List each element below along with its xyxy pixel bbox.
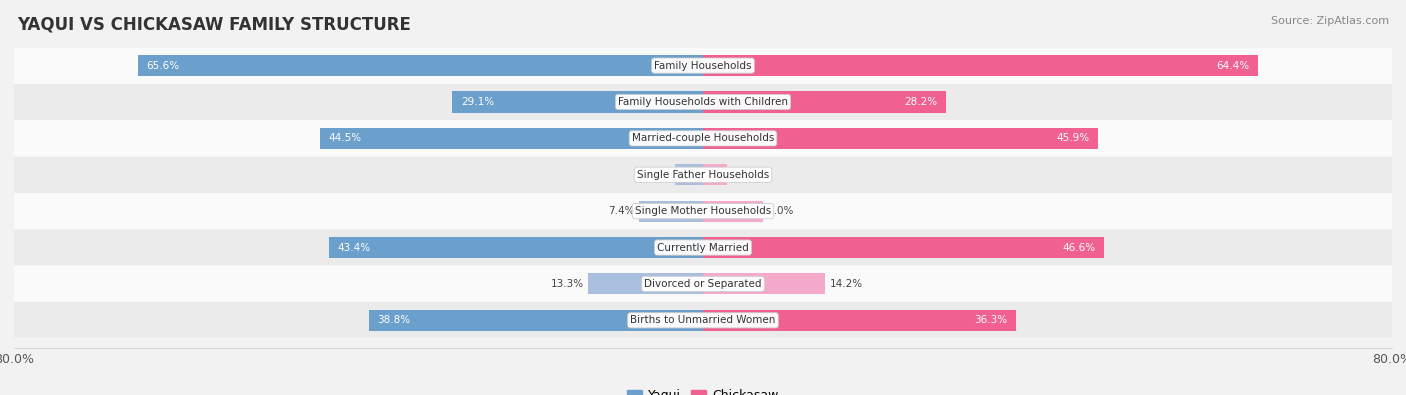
Bar: [589, 273, 703, 295]
Text: 29.1%: 29.1%: [461, 97, 494, 107]
Bar: [703, 128, 1098, 149]
Bar: [14, 157, 1392, 193]
Text: Single Father Households: Single Father Households: [637, 170, 769, 180]
Text: 43.4%: 43.4%: [337, 243, 371, 252]
Text: Married-couple Households: Married-couple Households: [631, 134, 775, 143]
Text: 45.9%: 45.9%: [1056, 134, 1090, 143]
Bar: [368, 310, 703, 331]
Text: 44.5%: 44.5%: [329, 134, 361, 143]
Bar: [703, 310, 1015, 331]
Text: 2.8%: 2.8%: [731, 170, 758, 180]
Text: 7.0%: 7.0%: [768, 206, 794, 216]
Text: 46.6%: 46.6%: [1063, 243, 1095, 252]
Bar: [138, 55, 703, 76]
Bar: [703, 91, 946, 113]
Text: 28.2%: 28.2%: [904, 97, 938, 107]
Bar: [703, 273, 825, 295]
Text: Single Mother Households: Single Mother Households: [636, 206, 770, 216]
Text: YAQUI VS CHICKASAW FAMILY STRUCTURE: YAQUI VS CHICKASAW FAMILY STRUCTURE: [17, 16, 411, 34]
Text: 3.2%: 3.2%: [644, 170, 671, 180]
Bar: [703, 164, 727, 185]
Text: 13.3%: 13.3%: [551, 279, 583, 289]
Text: Divorced or Separated: Divorced or Separated: [644, 279, 762, 289]
Bar: [640, 201, 703, 222]
Bar: [14, 266, 1392, 302]
Legend: Yaqui, Chickasaw: Yaqui, Chickasaw: [621, 384, 785, 395]
Text: Family Households with Children: Family Households with Children: [619, 97, 787, 107]
Bar: [453, 91, 703, 113]
Bar: [329, 237, 703, 258]
Bar: [14, 229, 1392, 265]
Bar: [14, 120, 1392, 156]
Text: 38.8%: 38.8%: [377, 315, 411, 325]
Text: Source: ZipAtlas.com: Source: ZipAtlas.com: [1271, 16, 1389, 26]
Text: 36.3%: 36.3%: [974, 315, 1007, 325]
Text: Family Households: Family Households: [654, 60, 752, 71]
Bar: [703, 237, 1104, 258]
Bar: [14, 302, 1392, 338]
Text: Births to Unmarried Women: Births to Unmarried Women: [630, 315, 776, 325]
Text: 7.4%: 7.4%: [609, 206, 636, 216]
Bar: [703, 55, 1257, 76]
Text: 14.2%: 14.2%: [830, 279, 863, 289]
Bar: [703, 201, 763, 222]
Bar: [14, 84, 1392, 120]
Bar: [14, 193, 1392, 229]
Bar: [675, 164, 703, 185]
Text: 65.6%: 65.6%: [146, 60, 180, 71]
Text: Currently Married: Currently Married: [657, 243, 749, 252]
Bar: [14, 48, 1392, 83]
Text: 64.4%: 64.4%: [1216, 60, 1249, 71]
Bar: [319, 128, 703, 149]
